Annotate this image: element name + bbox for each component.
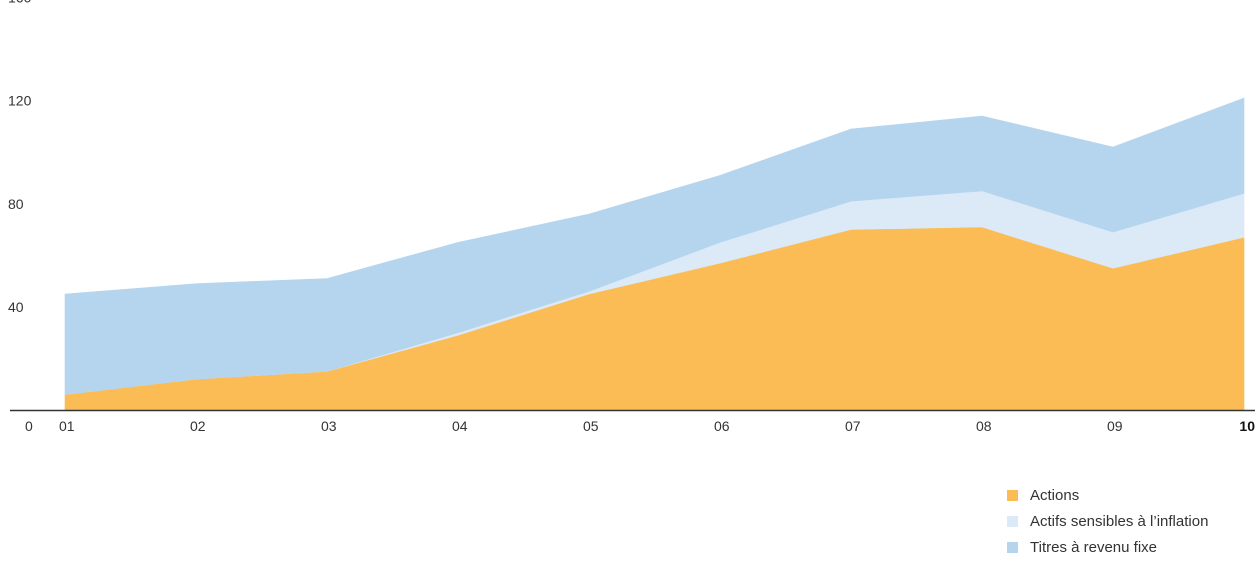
legend-label-actions: Actions [1030,486,1080,504]
x-tick-label-02: 02 [190,418,206,434]
x-tick-label-01: 01 [59,418,75,434]
x-tick-label-10: 10 [1239,418,1255,434]
legend-item-actions: Actions [1007,482,1208,508]
x-tick-label-09: 09 [1107,418,1123,434]
y-tick-label-40: 40 [8,299,24,315]
x-tick-label-03: 03 [321,418,337,434]
x-tick-label-08: 08 [976,418,992,434]
legend: Actions Actifs sensibles à l’inflation T… [1007,482,1208,560]
legend-swatch-inflation-assets [1007,515,1018,527]
legend-swatch-actions [1007,489,1018,501]
legend-label-inflation-assets: Actifs sensibles à l’inflation [1030,512,1209,530]
y-tick-label-80: 80 [8,196,24,212]
x-tick-label-07: 07 [845,418,861,434]
y-tick-label-120: 120 [8,93,32,109]
areas-layer [64,97,1245,411]
x-tick-label-06: 06 [714,418,730,434]
legend-item-inflation-assets: Actifs sensibles à l’inflation [1007,508,1208,534]
x-origin-label: 0 [25,418,33,434]
legend-label-fixed-income: Titres à revenu fixe [1030,538,1157,556]
legend-item-fixed-income: Titres à revenu fixe [1007,534,1208,560]
tick-labels-layer: 40 80 120 160 0 01 02 03 04 05 06 07 08 09 10 [8,0,1255,434]
area-series-titres-a-revenu-fixe [64,97,1245,395]
x-tick-label-04: 04 [452,418,468,434]
x-tick-label-05: 05 [583,418,599,434]
legend-swatch-fixed-income [1007,541,1018,553]
y-tick-label-160: 160 [8,0,32,6]
